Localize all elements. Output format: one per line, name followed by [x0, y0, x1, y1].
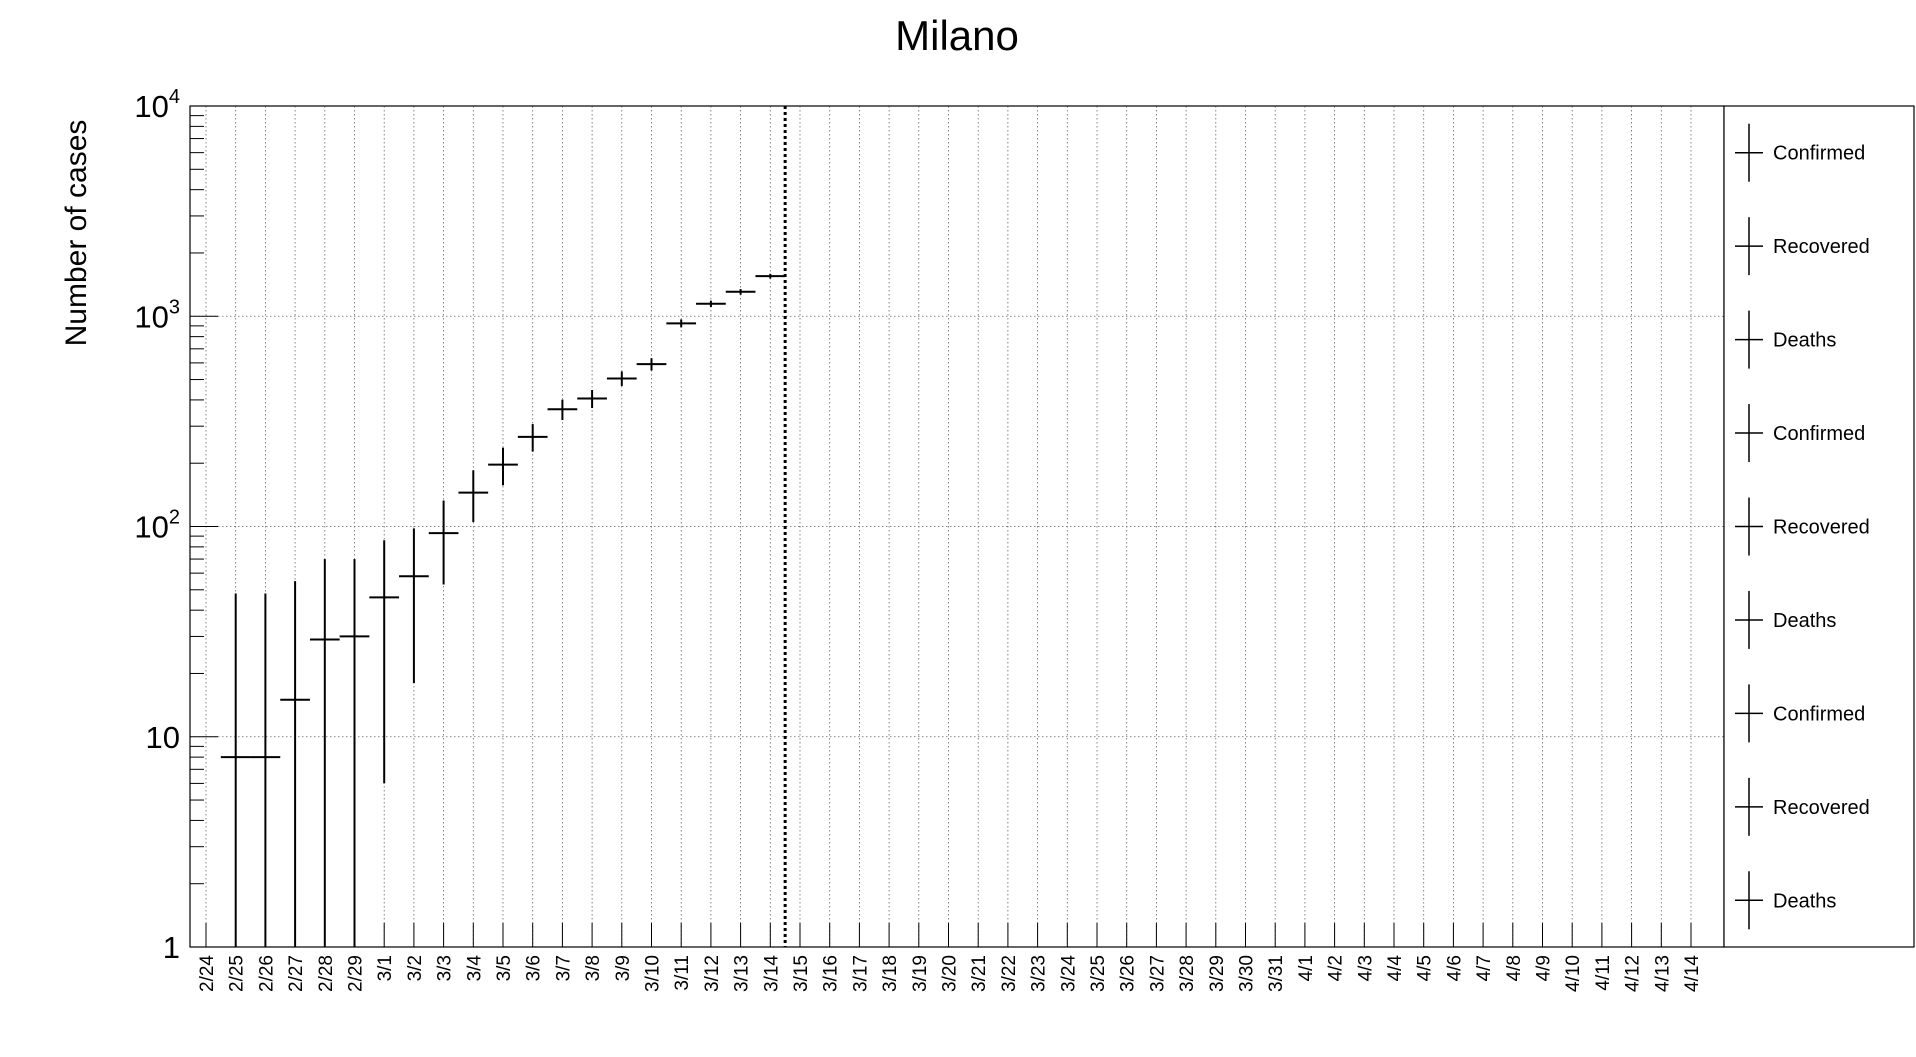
legend: Confirmed Recovered Deaths Confirmed Recover… — [1723, 105, 1915, 948]
x-tick-label: 4/6 — [1444, 955, 1465, 981]
x-tick-label: 3/1 — [375, 955, 396, 981]
legend-label: Recovered — [1773, 236, 1870, 258]
x-tick-label: 3/2 — [405, 955, 426, 981]
x-tick-label: 4/11 — [1593, 955, 1614, 991]
x-tick-label: 2/24 — [197, 955, 218, 992]
legend-label: Recovered — [1773, 797, 1870, 819]
x-tick-label: 4/2 — [1326, 955, 1347, 981]
legend-label: Deaths — [1773, 890, 1836, 912]
x-tick-label: 3/3 — [435, 955, 456, 981]
x-tick-label: 3/25 — [1088, 955, 1109, 992]
x-tick-label: 4/7 — [1474, 955, 1495, 981]
x-tick-label: 4/12 — [1623, 955, 1644, 992]
x-tick-label: 3/7 — [553, 955, 574, 981]
x-tick-label: 3/10 — [643, 955, 664, 992]
y-tick-label: 10 — [146, 720, 180, 755]
x-tick-label: 3/8 — [583, 955, 604, 981]
x-tick-label: 2/25 — [227, 955, 248, 992]
x-tick-label: 4/1 — [1296, 955, 1317, 981]
x-tick-label: 3/5 — [494, 955, 515, 981]
x-tick-label: 4/9 — [1534, 955, 1555, 981]
plot-frame — [189, 105, 1725, 948]
x-tick-label: 4/13 — [1652, 955, 1673, 992]
x-tick-label: 2/28 — [316, 955, 337, 992]
x-tick-label: 3/28 — [1177, 955, 1198, 992]
data-points — [220, 106, 787, 947]
chart-title: Milano — [895, 12, 1019, 59]
x-tick-label: 4/10 — [1563, 955, 1584, 992]
x-tick-label: 3/12 — [702, 955, 723, 992]
x-tick-label: 3/24 — [1058, 955, 1079, 992]
x-tick-label: 4/4 — [1385, 955, 1406, 982]
legend-label: Confirmed — [1773, 423, 1865, 445]
x-tick-label: 3/20 — [940, 955, 961, 992]
y-minor-ticks — [190, 105, 218, 948]
x-tick-label: 3/31 — [1266, 955, 1287, 992]
x-tick-label: 4/5 — [1415, 955, 1436, 981]
grid-lines — [190, 105, 1724, 948]
x-tick-label: 3/22 — [999, 955, 1020, 992]
x-tick-label: 3/6 — [524, 955, 545, 981]
legend-label: Deaths — [1773, 330, 1836, 352]
x-tick-label: 3/9 — [613, 955, 634, 981]
y-tick-label: 1 — [163, 930, 180, 965]
y-axis-label: Number of cases — [60, 120, 93, 347]
x-tick-label: 4/14 — [1682, 955, 1703, 992]
x-tick-label: 4/3 — [1355, 955, 1376, 981]
x-tick-label: 3/15 — [791, 955, 812, 992]
y-tick-label: 104 — [134, 86, 180, 124]
x-tick-label: 3/17 — [850, 955, 871, 992]
legend-label: Confirmed — [1773, 143, 1865, 165]
x-tick-label: 3/27 — [1147, 955, 1168, 992]
x-ticks — [205, 923, 1692, 947]
x-tick-labels: 2/24 2/25 2/26 2/27 2/28 2/29 3/1 3/2 3/3 3/4 3/5 3… — [197, 955, 1703, 992]
x-tick-label: 3/13 — [732, 955, 753, 992]
x-tick-label: 3/23 — [1029, 955, 1050, 992]
x-tick-label: 4/8 — [1504, 955, 1525, 981]
y-tick-labels: 1 10 102 103 104 — [134, 86, 180, 965]
x-tick-label: 3/14 — [761, 955, 782, 992]
x-tick-label: 3/19 — [910, 955, 931, 992]
x-tick-label: 3/18 — [880, 955, 901, 992]
x-tick-label: 3/26 — [1118, 955, 1139, 992]
x-tick-label: 3/21 — [969, 955, 990, 992]
x-tick-label: 3/11 — [672, 955, 693, 991]
legend-label: Deaths — [1773, 610, 1836, 632]
y-tick-label: 102 — [134, 507, 180, 545]
legend-label: Recovered — [1773, 517, 1870, 539]
x-tick-label: 2/29 — [346, 955, 367, 992]
legend-label: Confirmed — [1773, 703, 1865, 725]
x-tick-label: 3/16 — [821, 955, 842, 992]
x-tick-label: 2/26 — [256, 955, 277, 992]
x-tick-label: 3/4 — [464, 955, 485, 982]
x-tick-label: 3/29 — [1207, 955, 1228, 992]
x-tick-label: 3/30 — [1237, 955, 1258, 992]
x-tick-label: 2/27 — [286, 955, 307, 992]
y-tick-label: 103 — [134, 296, 180, 334]
